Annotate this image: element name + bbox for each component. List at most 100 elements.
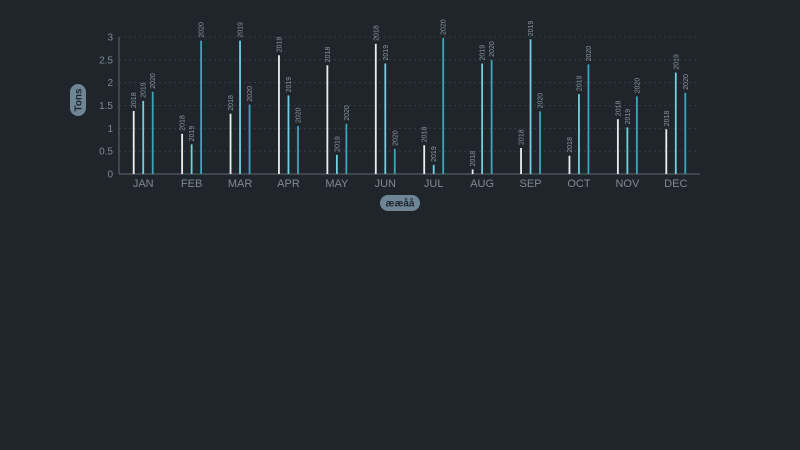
bar-2019-oct xyxy=(578,94,580,174)
x-tick-label: DEC xyxy=(664,178,687,190)
bar-label: 2020 xyxy=(150,73,157,89)
x-tick-label: MAY xyxy=(325,178,349,190)
bar-label: 2018 xyxy=(615,101,622,117)
bar-2019-aug xyxy=(481,63,484,175)
bar-label: 2019 xyxy=(431,146,438,162)
bar-2018-sep xyxy=(520,147,522,174)
bar-2019-jul xyxy=(432,164,435,174)
bar-label: 2019 xyxy=(189,126,196,142)
bar-2020-oct xyxy=(587,64,590,174)
bar-label: 2018 xyxy=(422,127,429,143)
x-tick-label: JUL xyxy=(424,178,444,190)
bar-label: 2018 xyxy=(373,25,380,41)
bar-2020-aug xyxy=(490,59,493,175)
x-tick-label: SEP xyxy=(520,178,542,190)
x-tick-label: NOV xyxy=(615,178,640,190)
x-axis-title-pill xyxy=(380,195,420,211)
y-axis-title-text: Tons xyxy=(74,88,85,112)
bar-2018-oct xyxy=(568,155,571,174)
bar-2020-mar xyxy=(248,104,251,174)
bar-2018-jun xyxy=(374,43,377,174)
bar-label: 2020 xyxy=(538,93,545,109)
y-tick-label: 0.5 xyxy=(99,147,113,158)
bar-2019-dec xyxy=(674,72,677,174)
bar-2020-nov xyxy=(635,96,638,174)
bar-label: 2020 xyxy=(295,107,302,123)
y-tick-label: 1.5 xyxy=(99,101,113,112)
bar-2018-aug xyxy=(471,169,474,174)
bar-2019-nov xyxy=(626,127,629,174)
bar-2020-jan xyxy=(151,91,154,174)
y-tick-label: 3 xyxy=(107,33,113,44)
bar-2018-jan xyxy=(132,110,135,174)
bar-label: 2019 xyxy=(238,22,245,38)
bar-label: 2018 xyxy=(131,92,138,108)
y-tick-label: 1 xyxy=(107,124,113,135)
bar-label: 2020 xyxy=(247,86,254,102)
bar-2018-jul xyxy=(423,145,426,174)
bar-label: 2020 xyxy=(634,78,641,94)
bar-label: 2019 xyxy=(673,54,680,70)
bars: 2018201920202018201920202018201920202018… xyxy=(131,19,690,175)
bar-label: 2020 xyxy=(586,46,593,62)
x-tick-label: JAN xyxy=(133,178,154,190)
bar-2019-may xyxy=(335,154,338,174)
bar-2018-nov xyxy=(616,119,619,174)
bar-2020-jul xyxy=(442,37,445,175)
bar-2020-sep xyxy=(539,111,541,174)
bar-label: 2019 xyxy=(286,77,293,93)
axes xyxy=(118,37,700,175)
bar-2019-apr xyxy=(287,95,290,174)
bar-label: 2020 xyxy=(344,105,351,121)
bar-label: 2018 xyxy=(519,129,526,145)
bar-2018-feb xyxy=(181,133,184,174)
y-tick-label: 0 xyxy=(107,170,113,181)
bar-2019-jun xyxy=(384,63,387,175)
x-tick-label: FEB xyxy=(181,178,202,190)
x-tick-label: APR xyxy=(277,178,300,190)
x-tick-label: JUN xyxy=(375,178,396,190)
bar-label: 2020 xyxy=(683,74,690,90)
bar-2019-mar xyxy=(239,40,241,174)
bar-2018-dec xyxy=(665,129,668,174)
bar-label: 2020 xyxy=(441,19,448,35)
bar-label: 2018 xyxy=(664,111,671,127)
bar-2019-jan xyxy=(142,100,145,174)
x-tick-label: OCT xyxy=(567,178,591,190)
bar-label: 2018 xyxy=(276,37,283,53)
bar-2018-may xyxy=(326,65,329,174)
bar-2020-apr xyxy=(297,126,299,174)
x-axis-title: ææåå xyxy=(380,195,420,211)
bar-2019-sep xyxy=(529,39,532,175)
bar-2020-dec xyxy=(684,92,687,174)
bar-label: 2019 xyxy=(528,21,535,37)
y-tick-labels: 0 0.5 1 1.5 2 2.5 3 xyxy=(99,33,113,181)
x-tick-label: AUG xyxy=(470,178,494,190)
bar-label: 2018 xyxy=(228,95,235,111)
bar-label: 2019 xyxy=(141,82,148,98)
bar-2020-jun xyxy=(393,148,396,174)
bar-label: 2018 xyxy=(470,151,477,167)
y-axis-title: Tons xyxy=(70,84,86,116)
bar-label: 2020 xyxy=(392,130,399,146)
bar-label: 2020 xyxy=(489,41,496,57)
bar-2018-apr xyxy=(278,55,280,175)
bar-label: 2020 xyxy=(199,22,206,38)
bar-2020-feb xyxy=(200,40,203,174)
x-tick-labels: JAN FEB MAR APR MAY JUN JUL AUG SEP OCT NOV DEC xyxy=(133,178,688,190)
bar-label: 2018 xyxy=(180,115,187,131)
y-tick-label: 2.5 xyxy=(99,55,113,66)
y-axis-title-pill xyxy=(70,84,86,116)
bar-2020-may xyxy=(345,123,348,174)
bar-label: 2019 xyxy=(480,45,487,61)
bar-label: 2019 xyxy=(383,45,390,61)
bar-label: 2019 xyxy=(576,75,583,91)
bar-2018-mar xyxy=(229,113,232,174)
bar-2019-feb xyxy=(190,144,193,174)
y-tick-label: 2 xyxy=(107,78,113,89)
grid xyxy=(119,36,700,152)
bar-label: 2019 xyxy=(625,109,632,125)
bar-label: 2019 xyxy=(334,136,341,152)
bar-label: 2018 xyxy=(325,47,332,63)
